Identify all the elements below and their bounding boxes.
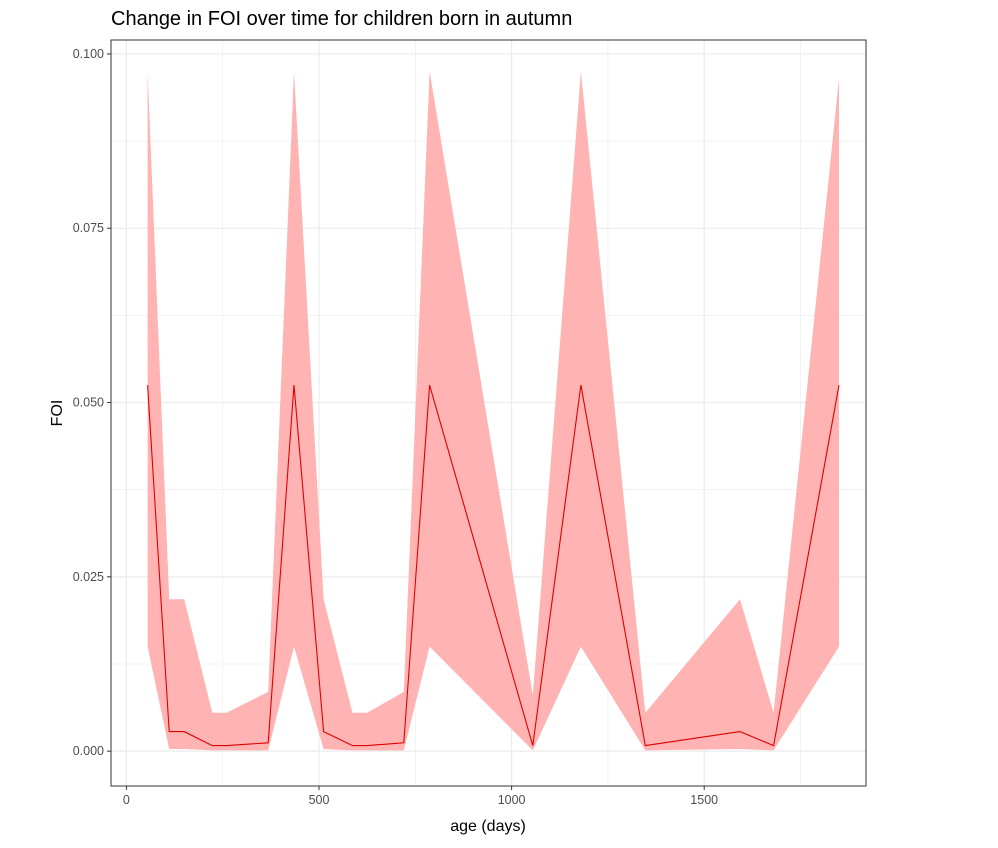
y-tick-label: 0.000 <box>73 744 104 758</box>
y-tick-label: 0.050 <box>73 396 104 410</box>
y-axis-title: FOI <box>49 400 66 427</box>
y-tick-label: 0.075 <box>73 221 104 235</box>
x-axis: 0 500 1000 1500 <box>123 786 718 807</box>
y-tick-label: 0.100 <box>73 47 104 61</box>
confidence-ribbon-layer <box>147 71 840 751</box>
x-axis-title: age (days) <box>450 818 526 835</box>
panel-border <box>110 39 867 787</box>
x-tick-label: 0 <box>123 793 130 807</box>
y-tick-label: 0.025 <box>73 570 104 584</box>
foi-line-layer <box>147 384 840 747</box>
foi-line <box>147 384 840 747</box>
x-tick-label: 1500 <box>690 793 718 807</box>
confidence-ribbon <box>147 71 840 751</box>
x-tick-label: 1000 <box>498 793 526 807</box>
x-tick-label: 500 <box>309 793 330 807</box>
chart-title: Change in FOI over time for children bor… <box>111 8 573 30</box>
y-axis: 0.000 0.025 0.050 0.075 0.100 <box>73 47 111 758</box>
